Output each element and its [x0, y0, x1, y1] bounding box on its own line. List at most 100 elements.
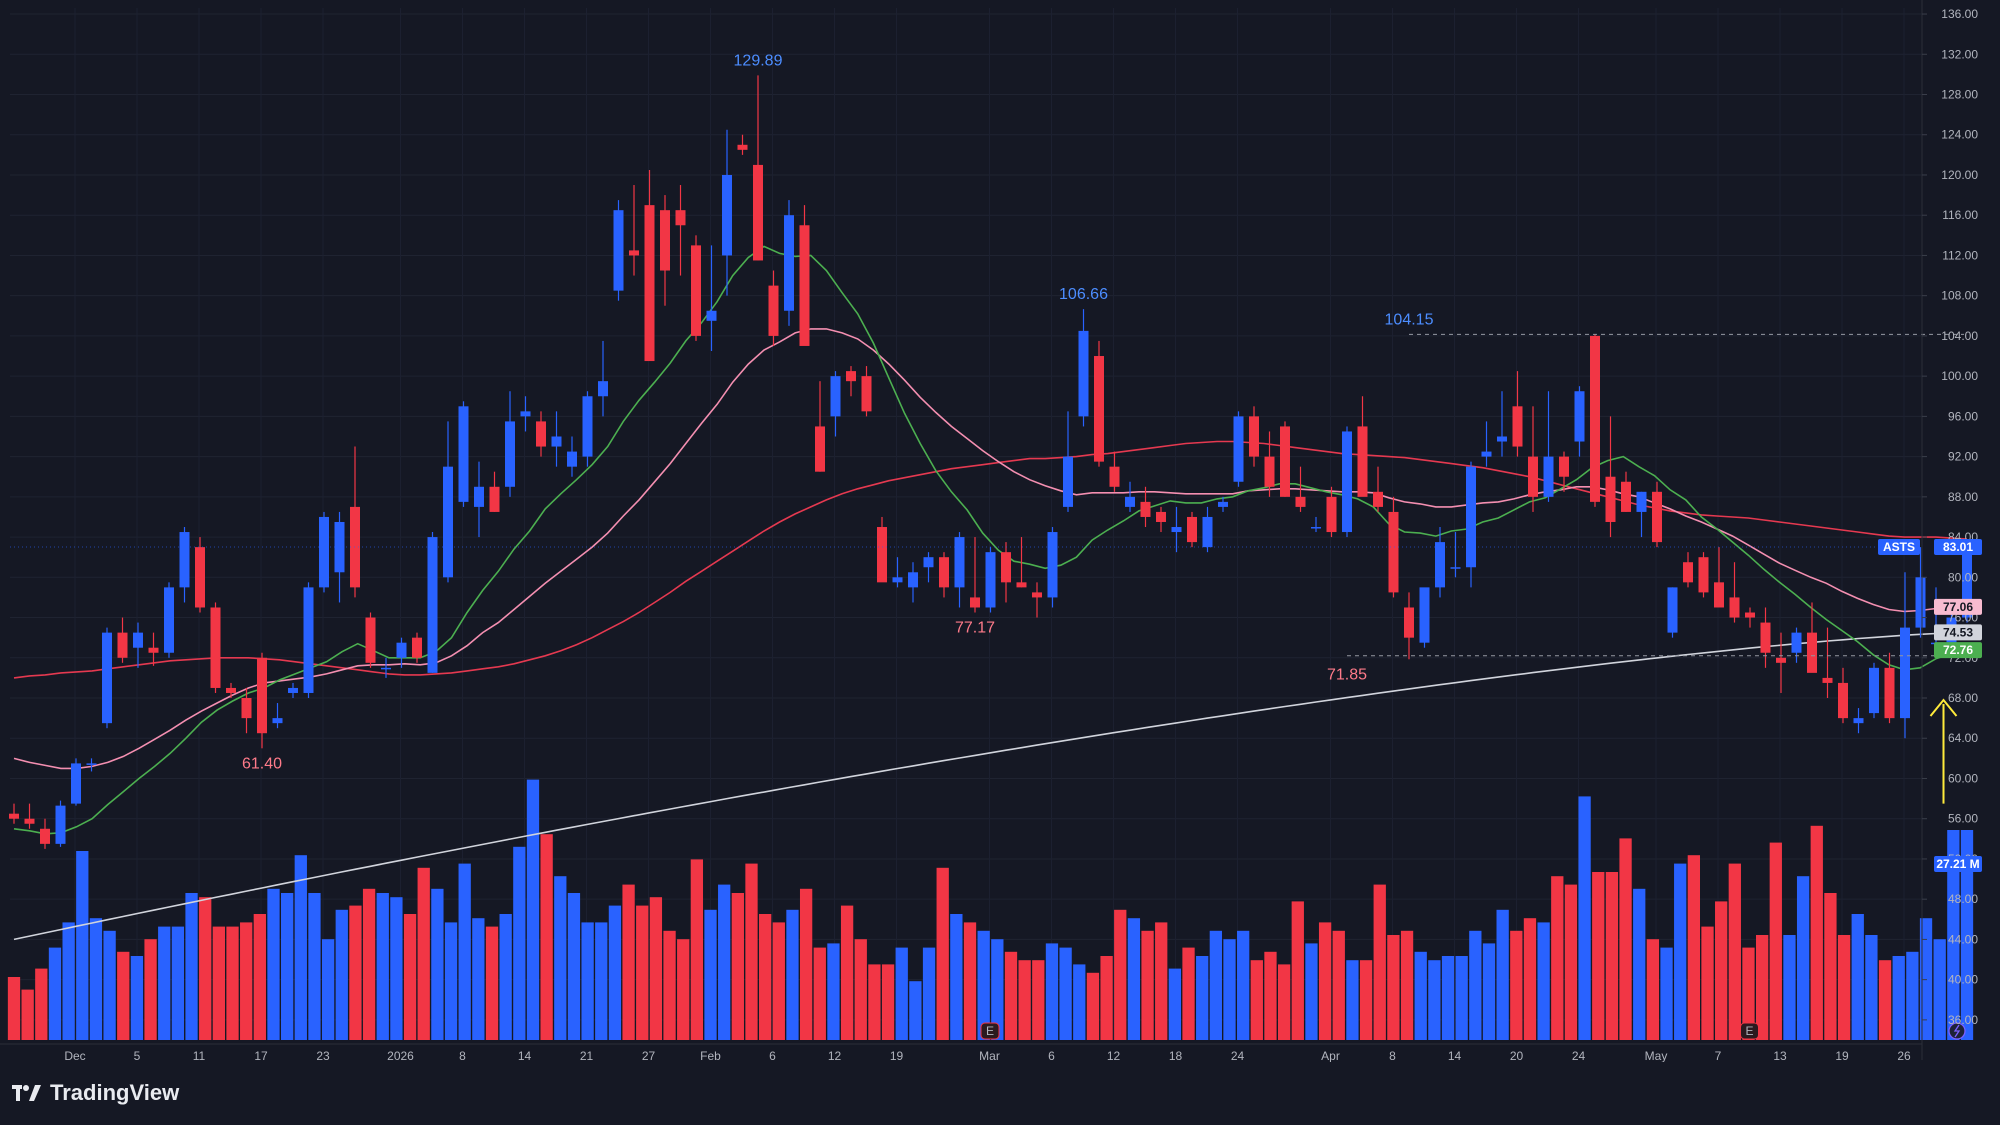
- candle-body: [629, 250, 639, 256]
- volume-bar: [581, 922, 594, 1040]
- volume-bar: [1674, 863, 1687, 1040]
- candle-body: [1342, 431, 1352, 533]
- candle-body: [1621, 481, 1631, 512]
- time-tick-label: May: [1645, 1049, 1668, 1063]
- price-tag: [1934, 539, 1982, 556]
- volume-bar: [158, 926, 171, 1040]
- price-tag-label: 83.01: [1943, 540, 1973, 554]
- candle-body: [1605, 476, 1616, 522]
- time-tick-label: 21: [580, 1049, 594, 1063]
- volume-bar: [1441, 956, 1455, 1040]
- candle-body: [846, 371, 856, 382]
- volume-bar: [540, 834, 553, 1040]
- volume-bar: [1455, 956, 1468, 1040]
- volume-bar: [513, 846, 526, 1040]
- price-annotation: 106.66: [1059, 286, 1108, 303]
- volume-bar: [1510, 930, 1523, 1040]
- volume-bar: [649, 897, 663, 1040]
- volume-bar: [62, 922, 75, 1040]
- symbol-tag: [1878, 539, 1920, 556]
- price-tick-label: 92.00: [1948, 450, 1978, 464]
- time-tick-label: 19: [890, 1049, 904, 1063]
- candle-body: [365, 617, 376, 663]
- brand-name: TradingView: [50, 1080, 180, 1105]
- volume-bar: [854, 939, 867, 1040]
- price-tag: [1934, 855, 1982, 872]
- time-tick-label: 8: [459, 1049, 466, 1063]
- volume-bar: [922, 947, 936, 1040]
- candle-body: [396, 642, 407, 658]
- candle-body: [1636, 491, 1647, 512]
- volume-bar: [1086, 972, 1100, 1040]
- price-annotation: 61.40: [242, 755, 282, 772]
- candle-body: [1915, 577, 1926, 628]
- time-tick-label: 12: [828, 1049, 842, 1063]
- volume-bar: [1223, 939, 1236, 1040]
- candle-body: [613, 210, 624, 291]
- candle-body: [102, 632, 112, 724]
- candle-body: [1419, 587, 1430, 643]
- price-axis[interactable]: 36.0040.0044.0048.0052.0056.0060.0064.00…: [1921, 0, 1978, 1060]
- candle-body: [1884, 667, 1895, 719]
- candle-body: [1357, 426, 1368, 497]
- candle-body: [1853, 718, 1864, 724]
- candlesticks: [9, 75, 1972, 849]
- candle-body: [55, 805, 66, 844]
- price-tick-label: 116.00: [1942, 208, 1978, 222]
- volume-bar: [1551, 876, 1564, 1040]
- volume-bar: [444, 922, 458, 1040]
- candle-body: [1543, 456, 1554, 497]
- volume-bar: [1892, 956, 1905, 1040]
- volume-bar: [1359, 960, 1373, 1040]
- candle-body: [1388, 511, 1399, 593]
- volume-bar: [677, 939, 690, 1040]
- candle-body: [799, 225, 810, 346]
- price-tick-label: 68.00: [1948, 691, 1978, 705]
- volume-bar: [1796, 876, 1810, 1040]
- candle-body: [1838, 682, 1848, 719]
- time-tick-label: 14: [518, 1049, 532, 1063]
- time-tick-label: 11: [193, 1049, 206, 1063]
- volume-bar: [909, 981, 922, 1040]
- candle-body: [1032, 592, 1042, 598]
- candle-body: [505, 421, 515, 487]
- volume-bar: [1141, 930, 1154, 1040]
- volume-bar: [772, 922, 785, 1040]
- volume-bar: [144, 939, 157, 1040]
- volume-bar: [76, 851, 89, 1040]
- candle-body: [319, 516, 329, 588]
- volume-bar: [1906, 951, 1919, 1040]
- tradingview-logo[interactable]: TradingView: [12, 1080, 179, 1106]
- volume-bar: [294, 855, 307, 1040]
- volume-bar: [1742, 947, 1755, 1040]
- candle-body: [1280, 426, 1290, 497]
- time-tick-label: 7: [1715, 1049, 1722, 1063]
- candle-body: [1264, 456, 1275, 487]
- candle-body: [582, 396, 593, 457]
- candle-body: [1187, 516, 1197, 543]
- volume-bar: [499, 914, 512, 1040]
- volume-bar: [1947, 830, 1960, 1040]
- candle-body: [567, 451, 577, 467]
- price-annotation: 77.17: [955, 620, 995, 637]
- volume-bar: [21, 989, 34, 1040]
- volume-bar: [1100, 956, 1113, 1040]
- candle-body: [1140, 501, 1151, 517]
- volume-bar: [1810, 825, 1823, 1040]
- candle-body: [1373, 491, 1383, 507]
- time-axis[interactable]: Dec 5 11 17 23 2026 8 14 21 27 Feb 6 12 19 Mar 6 12 18 24 A…: [0, 1043, 1922, 1063]
- candle-body: [40, 828, 50, 844]
- volume-bar: [403, 914, 417, 1040]
- candle-body: [1171, 527, 1182, 533]
- price-tag-label: 27.21 M: [1936, 857, 1979, 871]
- volume-bar: [1933, 939, 1946, 1040]
- price-tick-label: 56.00: [1948, 812, 1978, 826]
- volume-bar: [48, 947, 62, 1040]
- volume-bar: [1687, 855, 1700, 1040]
- candle-body: [458, 406, 469, 502]
- volume-bar: [1127, 918, 1141, 1040]
- price-annotations: 129.89 106.66 104.15 61.40 77.17 71.85: [242, 52, 1434, 772]
- volume-bar: [321, 939, 335, 1040]
- volume-bar: [1537, 922, 1550, 1040]
